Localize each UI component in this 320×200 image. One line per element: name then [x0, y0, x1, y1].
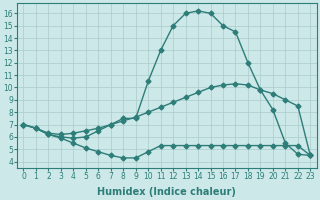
- X-axis label: Humidex (Indice chaleur): Humidex (Indice chaleur): [98, 187, 236, 197]
